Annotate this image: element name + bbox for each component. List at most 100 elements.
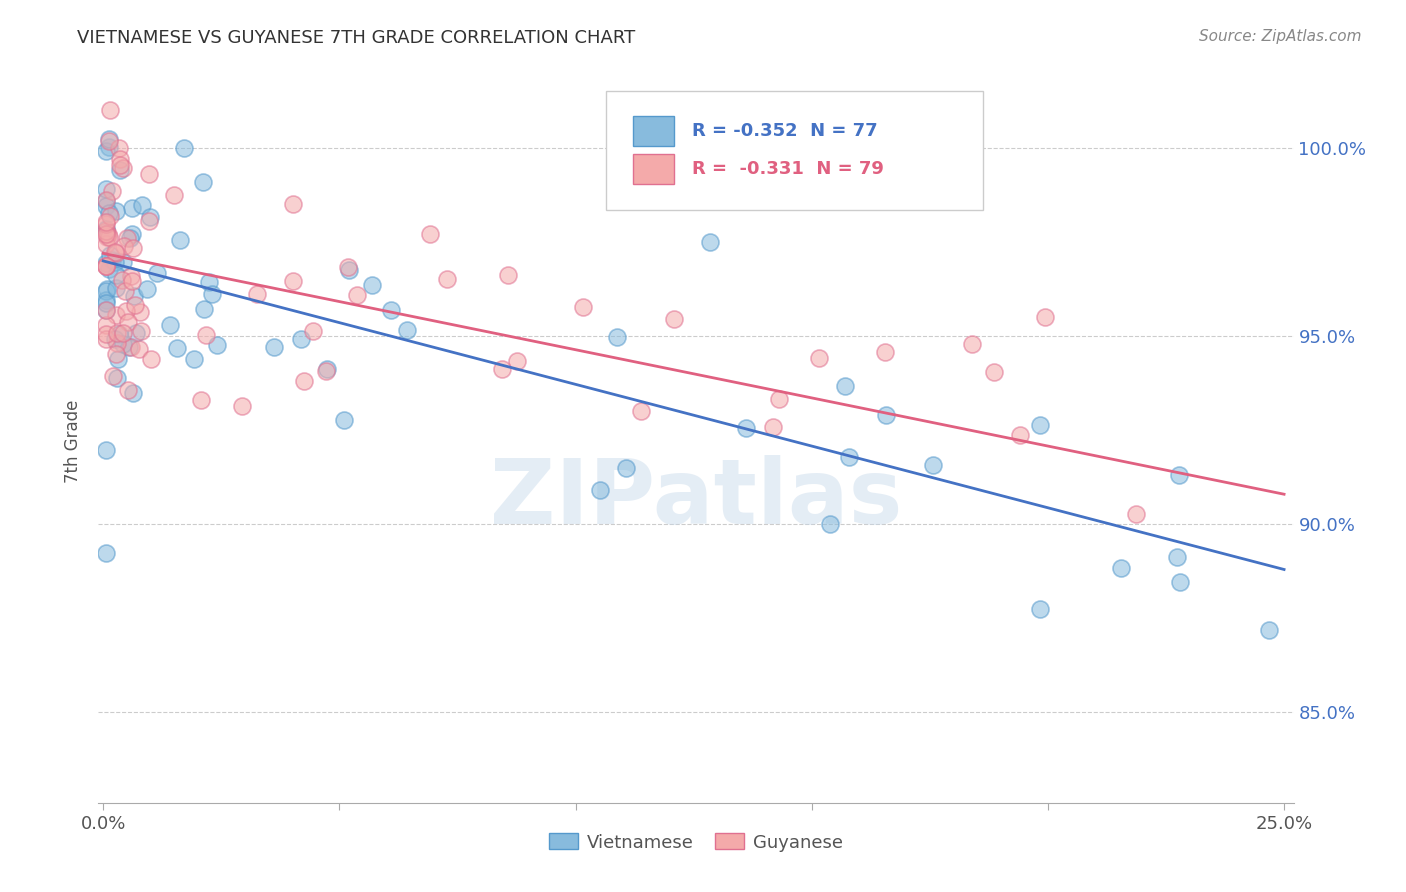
Point — [1033, 310, 1056, 324]
Point — [94, 296, 117, 310]
Point — [94, 199, 117, 213]
Point — [419, 227, 441, 242]
Point — [94, 224, 117, 238]
Point — [316, 362, 339, 376]
Point — [94, 302, 117, 317]
Point — [96, 193, 118, 207]
Point — [104, 254, 127, 268]
Point — [292, 374, 315, 388]
Point — [735, 421, 758, 435]
Point — [117, 231, 139, 245]
Point — [1125, 507, 1147, 521]
Point — [875, 408, 897, 422]
Point — [190, 392, 212, 407]
Point — [571, 300, 593, 314]
Point — [873, 344, 896, 359]
Point — [129, 324, 152, 338]
Point — [333, 413, 356, 427]
Point — [114, 284, 136, 298]
Point — [105, 336, 128, 351]
Point — [122, 289, 145, 303]
Point — [100, 248, 122, 262]
Point — [983, 365, 1005, 379]
FancyBboxPatch shape — [633, 154, 675, 185]
Point — [111, 273, 134, 287]
Point — [183, 351, 205, 366]
Point — [121, 274, 143, 288]
Text: VIETNAMESE VS GUYANESE 7TH GRADE CORRELATION CHART: VIETNAMESE VS GUYANESE 7TH GRADE CORRELA… — [77, 29, 636, 46]
Point — [361, 277, 384, 292]
Point — [94, 284, 117, 298]
Point — [315, 364, 337, 378]
Point — [662, 312, 685, 326]
Point — [107, 326, 129, 340]
Point — [201, 287, 224, 301]
Point — [337, 262, 360, 277]
FancyBboxPatch shape — [633, 116, 675, 146]
Point — [1258, 623, 1281, 637]
Point — [97, 227, 120, 241]
Point — [922, 458, 945, 472]
Point — [290, 332, 312, 346]
Point — [194, 327, 217, 342]
Point — [1028, 601, 1050, 615]
Point — [94, 293, 117, 307]
Point — [302, 324, 325, 338]
Point — [97, 132, 120, 146]
Point — [139, 210, 162, 224]
Point — [101, 253, 124, 268]
Point — [807, 351, 830, 365]
Point — [108, 141, 131, 155]
Point — [169, 233, 191, 247]
Point — [104, 331, 127, 345]
Point — [136, 281, 159, 295]
Point — [699, 235, 721, 250]
Point — [94, 546, 117, 560]
Text: R =  -0.331  N = 79: R = -0.331 N = 79 — [692, 161, 884, 178]
Point — [129, 304, 152, 318]
Point — [589, 483, 612, 497]
Point — [97, 262, 120, 277]
Point — [380, 303, 402, 318]
Point — [139, 351, 162, 366]
Point — [124, 298, 146, 312]
Point — [1008, 428, 1031, 442]
Point — [496, 268, 519, 283]
Text: Source: ZipAtlas.com: Source: ZipAtlas.com — [1198, 29, 1361, 44]
Point — [110, 152, 132, 166]
Point — [1029, 417, 1052, 432]
Point — [105, 371, 128, 385]
Point — [104, 281, 127, 295]
Point — [120, 340, 142, 354]
Point — [100, 184, 122, 198]
Point — [94, 181, 117, 195]
Point — [94, 318, 117, 332]
Point — [263, 339, 285, 353]
Point — [173, 141, 195, 155]
Point — [121, 201, 143, 215]
Point — [112, 161, 135, 175]
Point — [94, 222, 117, 236]
Point — [94, 259, 117, 273]
Point — [281, 197, 304, 211]
Point — [98, 209, 121, 223]
Point — [105, 309, 128, 323]
Legend: Vietnamese, Guyanese: Vietnamese, Guyanese — [541, 826, 851, 859]
Point — [962, 337, 984, 351]
Point — [112, 337, 135, 351]
Point — [145, 266, 167, 280]
Point — [94, 332, 117, 346]
Point — [191, 175, 214, 189]
Point — [193, 302, 215, 317]
Point — [506, 353, 529, 368]
Point — [246, 286, 269, 301]
Point — [131, 197, 153, 211]
Point — [120, 268, 142, 283]
Point — [105, 268, 128, 283]
Point — [159, 318, 181, 332]
Point — [94, 260, 117, 274]
Point — [820, 516, 842, 531]
Point — [94, 215, 117, 229]
Point — [108, 162, 131, 177]
Point — [122, 241, 145, 255]
